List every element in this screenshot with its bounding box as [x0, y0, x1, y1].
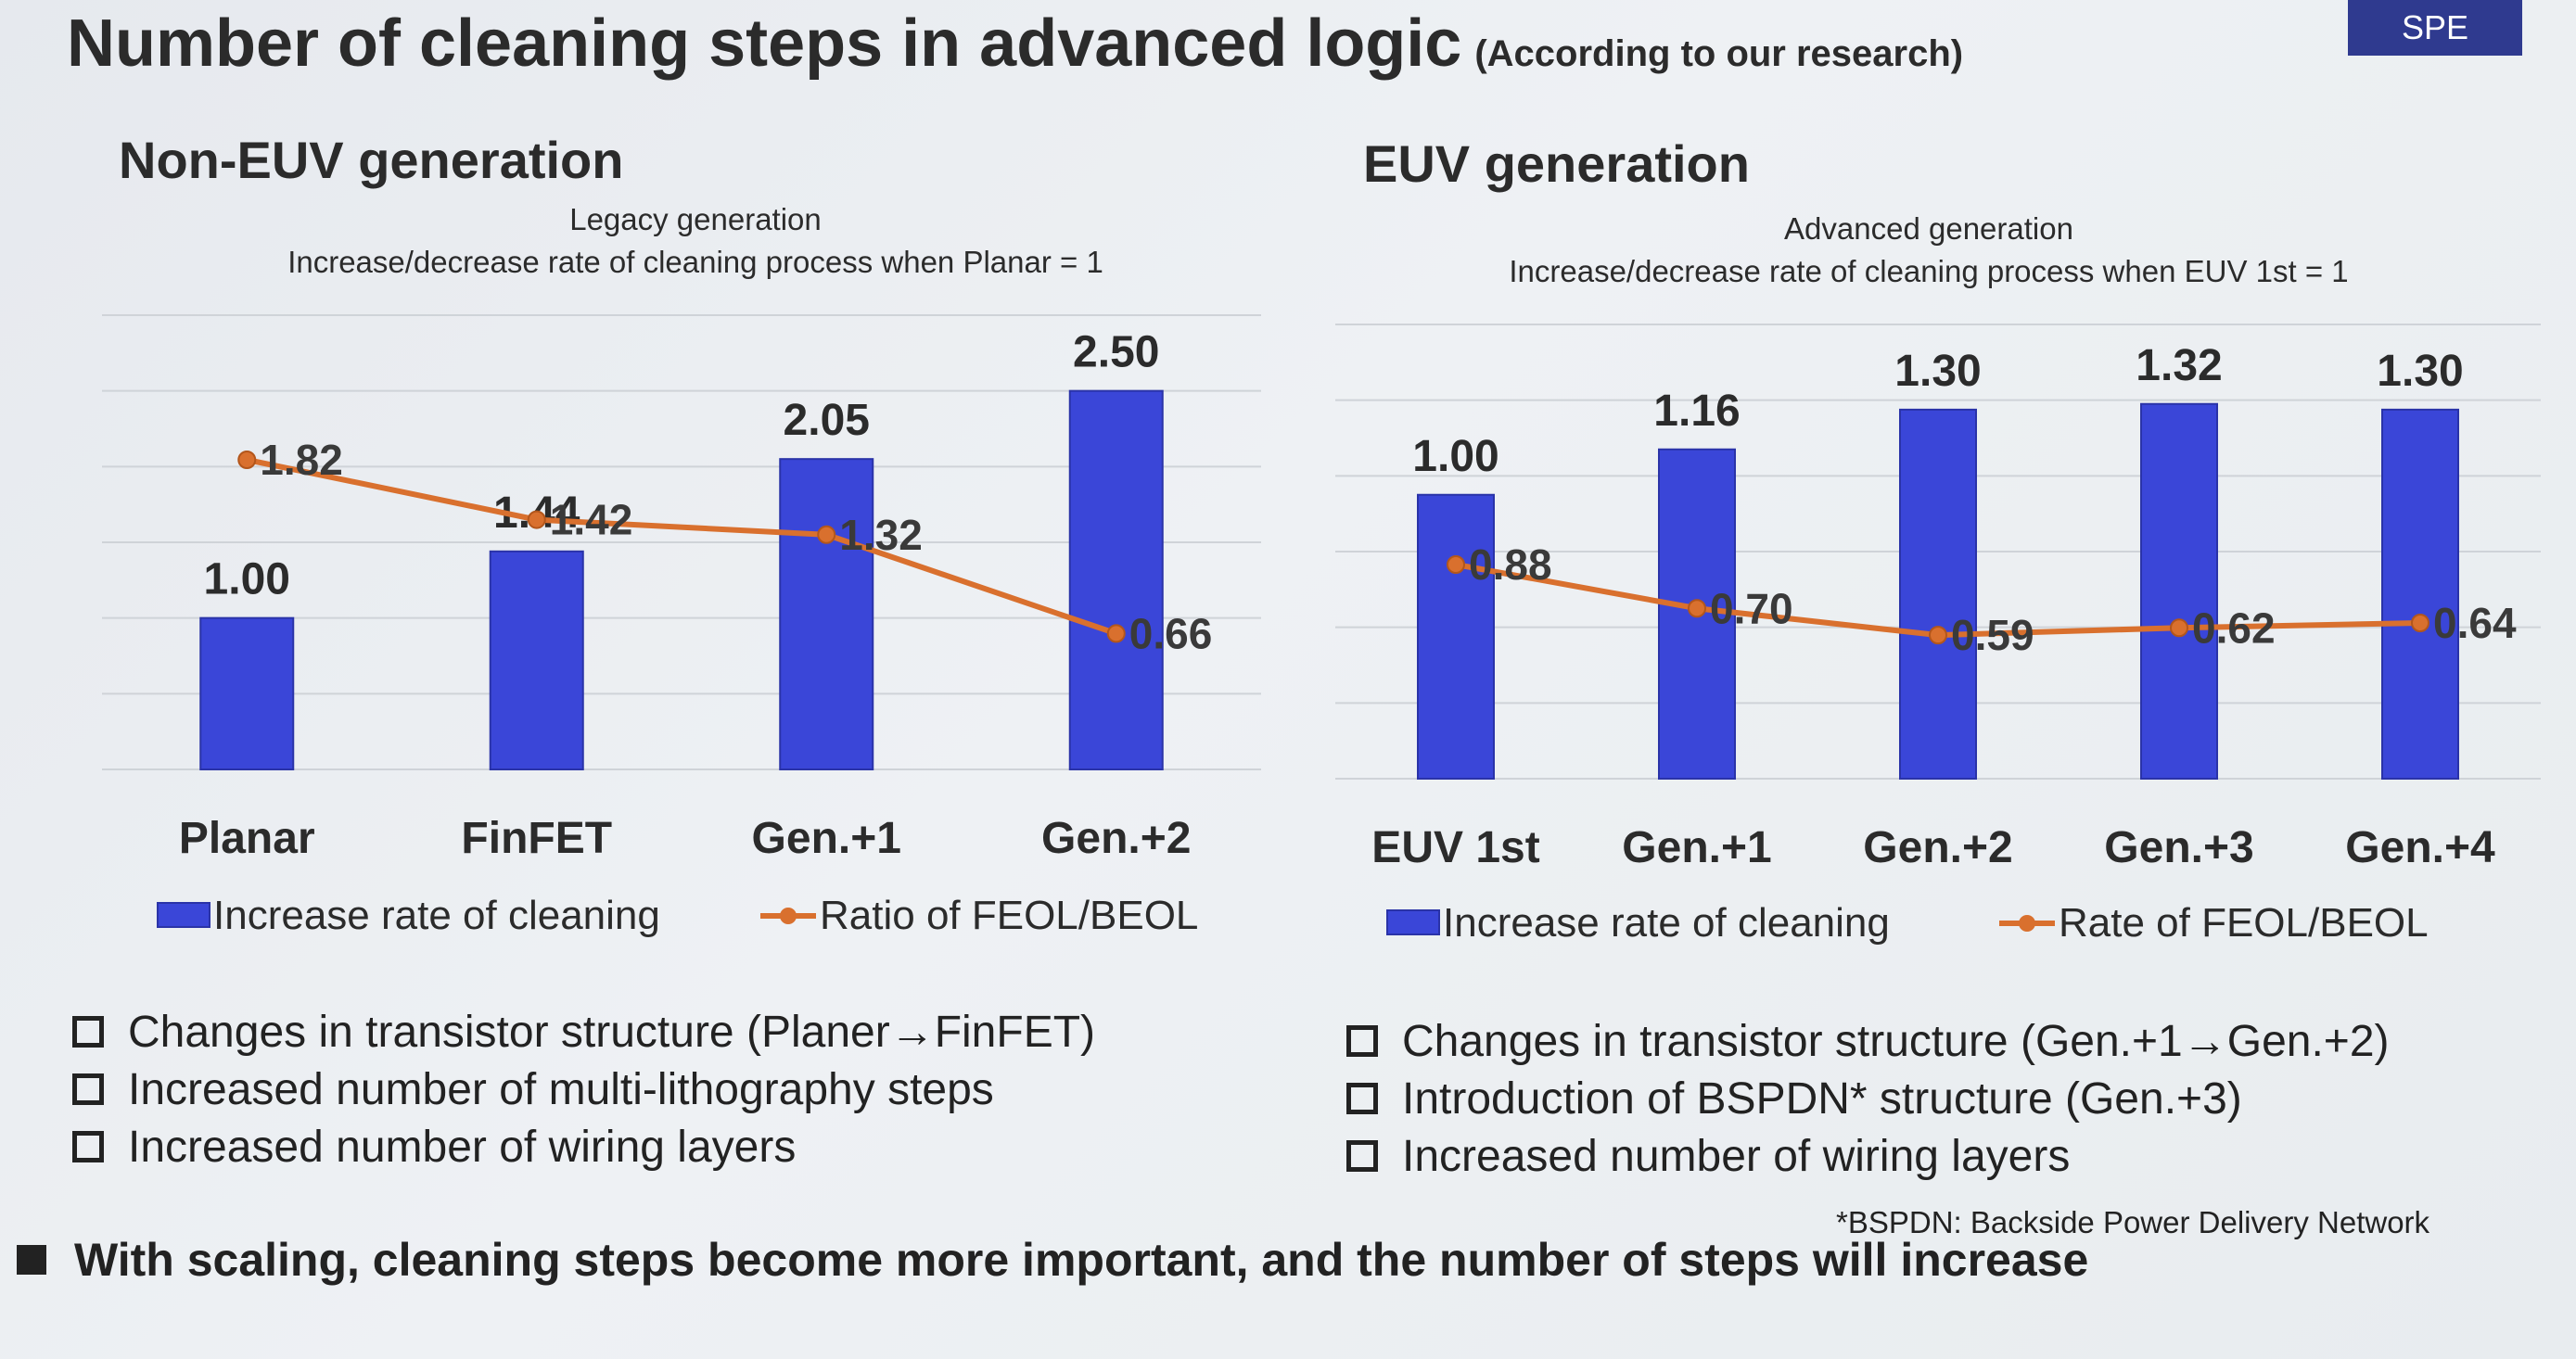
category-label: EUV 1st: [1371, 823, 1539, 872]
bullet-text: Changes in transistor structure (Gen.+1→…: [1402, 1016, 2390, 1066]
legend-line-marker: [780, 908, 797, 924]
checkbox-icon: [1346, 1025, 1378, 1057]
legend-bar-swatch: [157, 902, 210, 928]
bar-value-label: 1.16: [1653, 387, 1740, 436]
category-label: Gen.+1: [1622, 823, 1771, 872]
bar: [779, 458, 874, 770]
left-bullet: Increased number of multi-lithography st…: [72, 1061, 1095, 1118]
category-label: FinFET: [461, 814, 612, 863]
left-bullets: Changes in transistor structure (Planer→…: [72, 1003, 1095, 1175]
left-panel: Non-EUV generation Legacy generation Inc…: [0, 0, 1288, 1020]
line-value-label: 1.82: [260, 436, 343, 484]
checkbox-icon: [72, 1073, 104, 1105]
right-bullet: Changes in transistor structure (Gen.+1→…: [1346, 1012, 2390, 1070]
left-chart-caption: Legacy generation Increase/decrease rate…: [56, 198, 1335, 284]
line-point: [2411, 614, 2429, 632]
legend-bar-label: Increase rate of cleaning: [1443, 900, 1890, 946]
legend: Increase rate of cleaning Rate of FEOL/BE…: [1386, 900, 2429, 946]
line-point: [1688, 599, 1706, 618]
footnote: *BSPDN: Backside Power Delivery Network: [1836, 1205, 2430, 1239]
page-title: Number of cleaning steps in advanced log…: [67, 6, 1963, 82]
bullet-text: Increased number of multi-lithography st…: [128, 1064, 994, 1114]
chart-group: 1.00 EUV 1st 1.16 Gen.+1 1.30 Gen.+2 1.32 Gen.+…: [1335, 324, 2541, 946]
line-point: [527, 510, 546, 529]
line-value-label: 1.42: [550, 496, 633, 544]
line-value-label: 1.32: [839, 511, 923, 559]
bar: [1899, 408, 1977, 780]
bar: [489, 550, 584, 770]
left-heading: Non-EUV generation: [119, 131, 624, 189]
right-bullet: Introduction of BSPDN* structure (Gen.+3…: [1346, 1070, 2390, 1127]
legend-line-label: Rate of FEOL/BEOL: [2059, 900, 2429, 946]
line-point: [1447, 555, 1465, 574]
bar-value-label: 1.32: [2136, 341, 2222, 390]
right-chart-caption: Advanced generation Increase/decrease ra…: [1363, 208, 2494, 293]
bar-value-label: 1.00: [1412, 432, 1498, 481]
category-label: Gen.+1: [752, 814, 901, 863]
left-bullet: Increased number of wiring layers: [72, 1118, 1095, 1175]
title-text: Number of cleaning steps in advanced log…: [67, 6, 1462, 81]
line-value-label: 0.70: [1710, 584, 1793, 632]
right-caption-line2: Increase/decrease rate of cleaning proce…: [1509, 254, 2349, 288]
bar-value-label: 1.30: [2377, 347, 2463, 396]
checkbox-icon: [1346, 1140, 1378, 1172]
left-bullet: Changes in transistor structure (Planer→…: [72, 1003, 1095, 1061]
line-point: [817, 525, 836, 544]
line-point: [237, 451, 257, 469]
right-bullet: Increased number of wiring layers: [1346, 1127, 2390, 1185]
bar: [2140, 402, 2218, 780]
spe-badge: SPE: [2348, 0, 2522, 56]
bar: [199, 616, 295, 771]
bullet-text: Changes in transistor structure (Planer→…: [128, 1007, 1096, 1057]
bullet-text: Increased number of wiring layers: [1402, 1131, 2071, 1181]
right-caption-line1: Advanced generation: [1784, 211, 2073, 246]
conclusion-text: With scaling, cleaning steps become more…: [74, 1234, 2089, 1286]
legend-bar-swatch: [1386, 909, 1440, 935]
legend-bar-label: Increase rate of cleaning: [213, 893, 660, 938]
category-label: Gen.+2: [1863, 823, 2012, 872]
line-point: [1106, 624, 1126, 643]
line-value-label: 0.59: [1951, 611, 2034, 659]
chart-group: 1.00Planar1.44FinFET2.05Gen.+12.50Gen.+2…: [102, 314, 1261, 938]
category-label: Gen.+3: [2104, 823, 2253, 872]
legend: Increase rate of cleaning Ratio of FEOL/B…: [157, 893, 1198, 938]
line-point: [1929, 626, 1947, 645]
conclusion: With scaling, cleaning steps become more…: [17, 1233, 2088, 1287]
bar-value-label: 1.00: [204, 555, 290, 604]
bar: [2381, 408, 2459, 780]
category-label: Gen.+4: [2345, 823, 2495, 872]
legend-line-label: Ratio of FEOL/BEOL: [820, 893, 1198, 938]
line-value-label: 0.88: [1469, 540, 1552, 589]
line-value-label: 0.64: [2433, 599, 2517, 647]
bullet-text: Introduction of BSPDN* structure (Gen.+3…: [1402, 1073, 2242, 1124]
left-caption-line2: Increase/decrease rate of cleaning proce…: [287, 245, 1103, 279]
checkbox-icon: [72, 1016, 104, 1048]
right-bullets: Changes in transistor structure (Gen.+1→…: [1346, 1012, 2390, 1185]
category-label: Gen.+2: [1041, 814, 1191, 863]
line-value-label: 0.62: [2192, 603, 2276, 652]
series-line: [246, 457, 1117, 637]
line-value-label: 0.66: [1129, 609, 1213, 657]
bar: [1068, 389, 1164, 770]
bar-value-label: 2.50: [1073, 328, 1159, 377]
category-label: Planar: [179, 814, 315, 863]
checkbox-icon: [1346, 1083, 1378, 1114]
square-bullet-icon: [17, 1245, 46, 1275]
legend-line-marker: [2019, 915, 2035, 932]
title-subtitle: (According to our research): [1474, 33, 1964, 74]
right-chart: 1.00 EUV 1st 1.16 Gen.+1 1.30 Gen.+2 1.32 Gen.+…: [1335, 324, 2541, 946]
bullet-text: Increased number of wiring layers: [128, 1122, 797, 1172]
bar-value-label: 2.05: [784, 396, 870, 445]
right-heading: EUV generation: [1363, 134, 1750, 193]
bar-value-label: 1.30: [1894, 347, 1981, 396]
line-point: [2170, 618, 2188, 638]
left-caption-line1: Legacy generation: [569, 202, 822, 236]
left-chart: 1.00Planar1.44FinFET2.05Gen.+12.50Gen.+2…: [102, 314, 1261, 938]
bar: [1417, 493, 1495, 780]
checkbox-icon: [72, 1131, 104, 1162]
